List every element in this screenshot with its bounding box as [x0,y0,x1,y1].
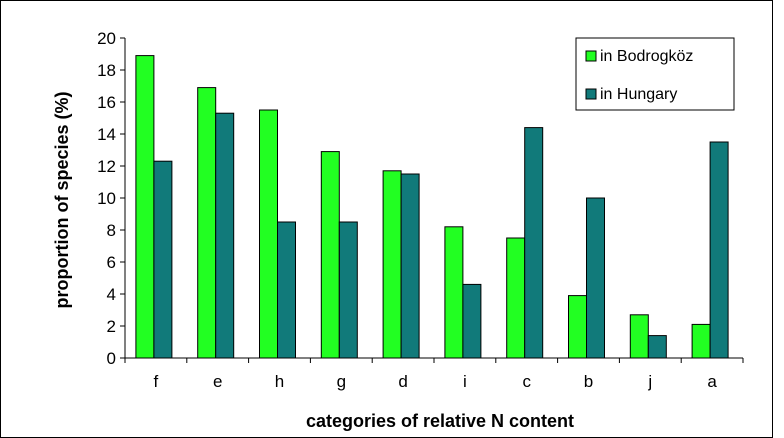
bar-hungary [524,127,544,359]
legend-label-bodrogkoz: in Bodrogköz [600,48,693,65]
y-tick-label: 20 [97,29,116,48]
legend-swatch-hungary [585,88,597,100]
x-tick-label: h [275,372,284,391]
y-tick-label: 14 [97,125,116,144]
bar-bodrogkoz [691,323,711,359]
legend-box [575,37,735,111]
x-tick-label: a [707,372,717,391]
y-tick-label: 6 [107,253,116,272]
bar-hungary [215,112,235,359]
x-tick-label: c [522,372,531,391]
bar-bodrogkoz [444,226,464,359]
y-tick-label: 8 [107,221,116,240]
legend-label-hungary: in Hungary [600,86,677,103]
x-tick-label: j [647,372,652,391]
bar-bodrogkoz [135,55,155,359]
bar-bodrogkoz [506,237,526,359]
bar-hungary [709,141,729,359]
x-axis-title: categories of relative N content [306,411,574,431]
bar-bodrogkoz [320,151,340,359]
bar-bodrogkoz [629,314,649,359]
y-tick-label: 2 [107,317,116,336]
bar-hungary [462,283,482,359]
bar-hungary [586,197,605,359]
y-axis-title: proportion of species (%) [52,91,72,308]
y-tick-label: 18 [97,61,116,80]
x-tick-label: e [213,372,222,391]
bar-hungary [277,221,296,359]
bar-bodrogkoz [568,295,587,359]
bar-bodrogkoz [382,170,402,359]
bar-hungary [153,160,173,359]
bar-hungary [338,221,358,359]
bar-bodrogkoz [259,109,278,359]
legend-swatch-bodrogkoz [585,50,597,62]
bar-bodrogkoz [197,87,217,359]
x-tick-label: f [154,372,159,391]
y-tick-label: 16 [97,93,116,112]
bars [135,55,729,359]
x-tick-label: g [337,372,346,391]
legend: in Bodrogköz in Hungary [575,37,735,111]
bar-hungary [400,173,420,359]
y-tick-label: 0 [107,349,116,368]
bar-hungary [647,335,667,359]
y-tick-label: 4 [107,285,116,304]
x-tick-label: d [398,372,407,391]
x-tick-label: b [584,372,593,391]
y-tick-label: 10 [97,189,116,208]
x-tick-label: i [463,372,467,391]
y-tick-label: 12 [97,157,116,176]
